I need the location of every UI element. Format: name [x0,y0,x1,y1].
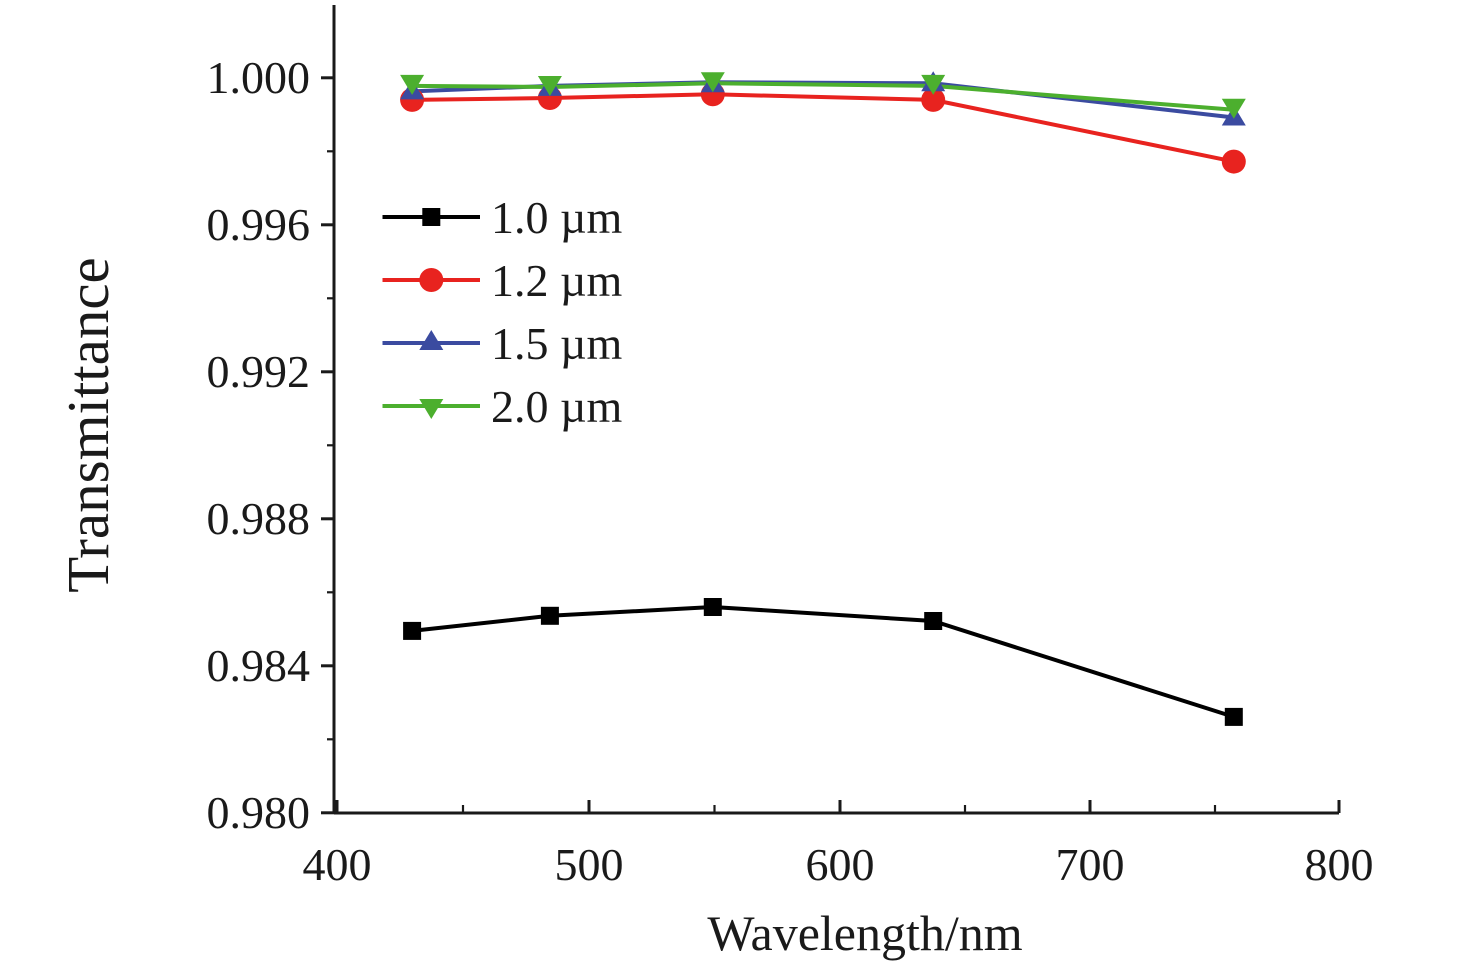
svg-text:2.0 µm: 2.0 µm [491,381,623,432]
svg-text:1.5 µm: 1.5 µm [491,318,623,369]
svg-text:800: 800 [1305,839,1374,890]
svg-text:1.000: 1.000 [207,52,311,103]
svg-text:Wavelength/nm: Wavelength/nm [707,905,1022,961]
svg-text:0.996: 0.996 [207,199,311,250]
svg-text:Transmittance: Transmittance [55,257,121,592]
svg-text:700: 700 [1056,839,1125,890]
svg-text:0.984: 0.984 [207,640,311,691]
svg-text:400: 400 [303,839,372,890]
svg-text:1.0 µm: 1.0 µm [491,192,623,243]
svg-text:500: 500 [555,839,624,890]
svg-text:0.992: 0.992 [207,346,311,397]
svg-text:1.2 µm: 1.2 µm [491,255,623,306]
svg-text:0.980: 0.980 [207,787,311,838]
svg-text:600: 600 [806,839,875,890]
svg-text:0.988: 0.988 [207,493,311,544]
